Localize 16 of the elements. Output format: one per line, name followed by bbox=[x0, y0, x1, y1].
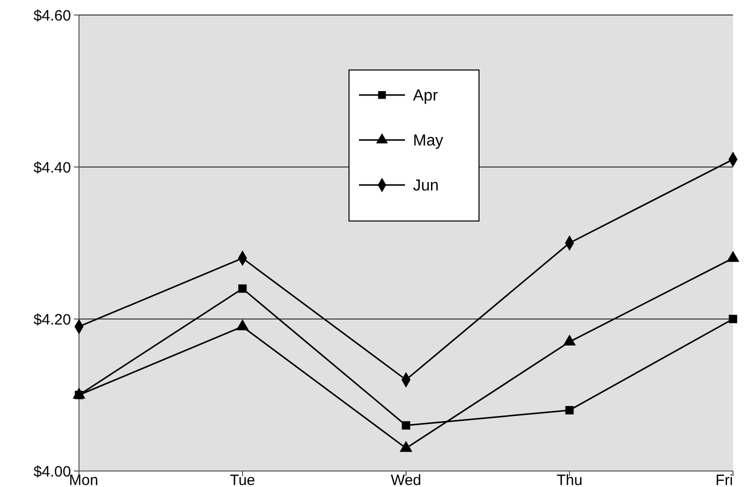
x-tick-label: Mon bbox=[69, 472, 98, 487]
point bbox=[565, 406, 574, 414]
x-tick-label: Thu bbox=[556, 472, 582, 487]
point bbox=[728, 314, 738, 324]
y-tick-label: $4.40 bbox=[33, 159, 71, 176]
legend-label: Apr bbox=[413, 88, 439, 105]
point bbox=[238, 284, 247, 293]
x-tick-label: Tue bbox=[230, 472, 256, 487]
y-tick-label: $4.20 bbox=[33, 311, 71, 328]
y-tick-label: $4.60 bbox=[33, 7, 71, 24]
x-tick-label: Wed bbox=[390, 472, 422, 487]
legend-label: May bbox=[413, 132, 444, 150]
x-tick-label: Fri bbox=[716, 472, 733, 487]
y-tick-label: $4.00 bbox=[33, 463, 71, 480]
legend-label: Jun bbox=[413, 178, 439, 195]
point bbox=[402, 421, 410, 430]
